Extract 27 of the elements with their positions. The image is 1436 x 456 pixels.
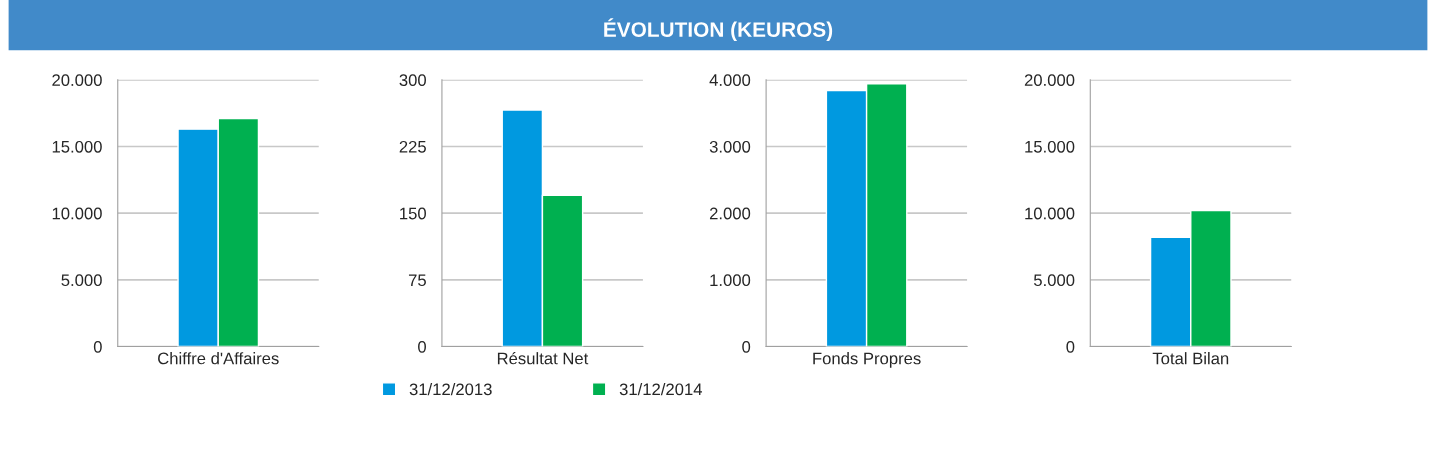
y-tick-label: 150 — [400, 207, 426, 220]
y-tick-label: 10.000 — [52, 207, 102, 220]
y-tick-label: 15.000 — [52, 140, 102, 153]
x-tick-label: Chiffre d'Affaires — [158, 352, 279, 365]
y-tick-label: 15.000 — [1025, 140, 1075, 153]
y-tick-label: 225 — [399, 140, 426, 153]
y-tick-label: 0 — [93, 340, 102, 353]
y-tick-label: 0 — [742, 340, 751, 353]
y-tick-label: 20.000 — [52, 74, 102, 86]
y-tick-label: 75 — [408, 274, 426, 287]
y-tick-label: 5.000 — [61, 274, 102, 287]
x-tick-label: Total Bilan — [1152, 352, 1229, 365]
y-tick-label: 2.000 — [709, 207, 751, 220]
x-tick-label: Résultat Net — [497, 351, 589, 365]
y-tick-label: 300 — [399, 74, 426, 86]
text: ÉVOLUTION (KEUROS) — [604, 18, 833, 42]
y-tick-label: 4.000 — [709, 74, 751, 86]
y-tick-label: 20.000 — [1024, 74, 1075, 86]
y-tick-label: 5.000 — [1033, 274, 1075, 287]
y-tick-label: 0 — [1066, 340, 1075, 353]
y-tick-label: 1.000 — [710, 274, 751, 287]
x-tick-label: Fonds Propres — [813, 352, 921, 368]
y-tick-label: 10.000 — [1025, 207, 1075, 220]
y-tick-label: 3.000 — [709, 140, 751, 153]
legend-label: 31/12/2014 — [619, 382, 703, 396]
y-tick-label: 0 — [418, 340, 426, 353]
legend-label: 31/12/2013 — [409, 382, 492, 396]
